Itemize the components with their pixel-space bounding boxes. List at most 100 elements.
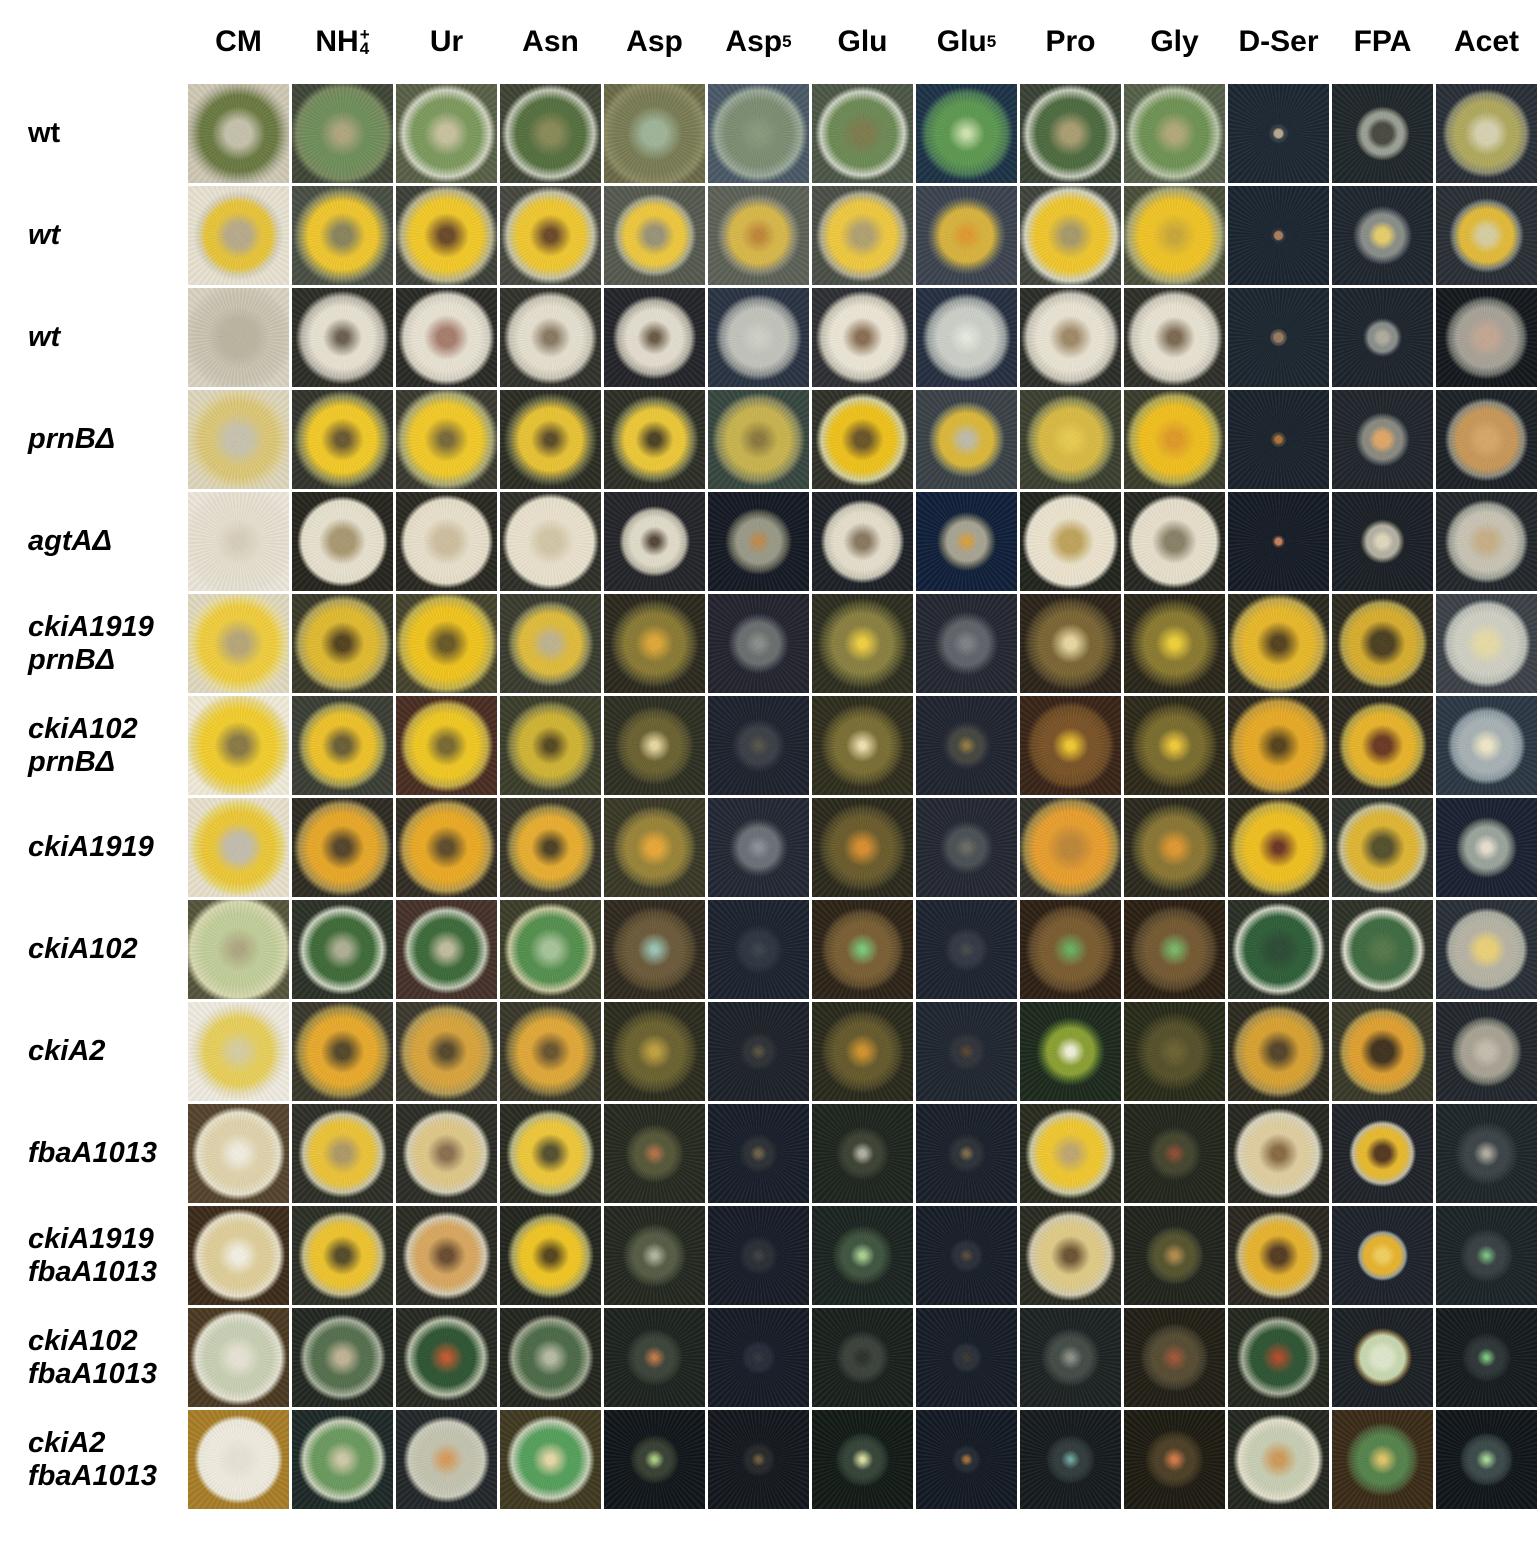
colony-cell-r2-c11 <box>1228 186 1329 285</box>
colony-cell-r1-c13 <box>1436 84 1537 183</box>
colony-cell-r6-c12 <box>1332 594 1433 693</box>
colony-cell-r10-c7 <box>812 1002 913 1101</box>
colony-cell-r3-c11 <box>1228 288 1329 387</box>
colony-cell-r4-c6 <box>708 390 809 489</box>
colony-cell-r5-c8 <box>916 492 1017 591</box>
row-label-wt: wt <box>28 219 61 252</box>
colony-cell-r14-c5 <box>604 1410 705 1509</box>
colony-cell-r1-c8 <box>916 84 1017 183</box>
row-label-agta-: agtAΔ <box>28 525 112 558</box>
colony-cell-r2-c1 <box>188 186 289 285</box>
colony-cell-r9-c9 <box>1020 900 1121 999</box>
column-header-asp-5: Asp 5 <box>725 25 792 58</box>
colony-cell-r7-c9 <box>1020 696 1121 795</box>
colony-cell-r13-c2 <box>292 1308 393 1407</box>
column-header-fpa: FPA <box>1353 25 1412 58</box>
column-header-nh-+: NH +4 <box>315 24 370 58</box>
colony-cell-r1-c4 <box>500 84 601 183</box>
column-header-asp: Asp <box>626 25 683 58</box>
colony-cell-r11-c13 <box>1436 1104 1537 1203</box>
row-label-wt: wt <box>28 321 61 354</box>
colony-cell-r5-c13 <box>1436 492 1537 591</box>
colony-cell-r9-c13 <box>1436 900 1537 999</box>
colony-cell-r4-c5 <box>604 390 705 489</box>
colony-cell-r13-c8 <box>916 1308 1017 1407</box>
colony-cell-r3-c2 <box>292 288 393 387</box>
colony-cell-r7-c10 <box>1124 696 1225 795</box>
column-header-glu-5: Glu 5 <box>936 25 997 58</box>
colony-cell-r6-c6 <box>708 594 809 693</box>
colony-cell-r6-c10 <box>1124 594 1225 693</box>
colony-cell-r3-c4 <box>500 288 601 387</box>
colony-cell-r5-c12 <box>1332 492 1433 591</box>
colony-cell-r12-c3 <box>396 1206 497 1305</box>
column-header-row: CM NH +4 Ur Asn Asp Asp 5 Glu Glu 5 Pro Gly D-Ser FPA A… <box>188 0 1540 84</box>
colony-cell-r6-c3 <box>396 594 497 693</box>
colony-cell-r6-c4 <box>500 594 601 693</box>
colony-cell-r13-c6 <box>708 1308 809 1407</box>
colony-cell-r8-c12 <box>1332 798 1433 897</box>
colony-cell-r5-c10 <box>1124 492 1225 591</box>
colony-cell-r11-c10 <box>1124 1104 1225 1203</box>
colony-cell-r9-c1 <box>188 900 289 999</box>
colony-cell-r13-c7 <box>812 1308 913 1407</box>
colony-cell-r2-c12 <box>1332 186 1433 285</box>
colony-cell-r3-c1 <box>188 288 289 387</box>
colony-cell-r7-c6 <box>708 696 809 795</box>
colony-cell-r14-c1 <box>188 1410 289 1509</box>
colony-cell-r7-c8 <box>916 696 1017 795</box>
colony-cell-r13-c11 <box>1228 1308 1329 1407</box>
colony-cell-r14-c7 <box>812 1410 913 1509</box>
colony-cell-r12-c6 <box>708 1206 809 1305</box>
colony-cell-r4-c11 <box>1228 390 1329 489</box>
colony-cell-r1-c5 <box>604 84 705 183</box>
colony-cell-r8-c1 <box>188 798 289 897</box>
colony-cell-r12-c1 <box>188 1206 289 1305</box>
row-label-ckia1919: ckiA1919 <box>28 831 154 864</box>
colony-cell-r2-c3 <box>396 186 497 285</box>
colony-cell-r11-c5 <box>604 1104 705 1203</box>
colony-cell-r1-c2 <box>292 84 393 183</box>
colony-cell-r13-c5 <box>604 1308 705 1407</box>
colony-cell-r12-c10 <box>1124 1206 1225 1305</box>
colony-cell-r6-c2 <box>292 594 393 693</box>
colony-cell-r11-c11 <box>1228 1104 1329 1203</box>
colony-cell-r6-c13 <box>1436 594 1537 693</box>
colony-cell-r10-c4 <box>500 1002 601 1101</box>
colony-cell-r8-c2 <box>292 798 393 897</box>
colony-cell-r1-c12 <box>1332 84 1433 183</box>
row-label-column: wt wt wt prnBΔ agtAΔ ckiA1919 prnBΔ ckiA102 prnB… <box>0 84 188 1509</box>
colony-cell-r6-c9 <box>1020 594 1121 693</box>
colony-cell-r7-c1 <box>188 696 289 795</box>
colony-cell-r12-c9 <box>1020 1206 1121 1305</box>
colony-cell-r2-c2 <box>292 186 393 285</box>
colony-cell-r14-c3 <box>396 1410 497 1509</box>
colony-cell-r4-c7 <box>812 390 913 489</box>
colony-cell-r4-c3 <box>396 390 497 489</box>
colony-cell-r8-c6 <box>708 798 809 897</box>
colony-cell-r9-c3 <box>396 900 497 999</box>
colony-cell-r2-c9 <box>1020 186 1121 285</box>
colony-cell-r12-c13 <box>1436 1206 1537 1305</box>
colony-cell-r2-c8 <box>916 186 1017 285</box>
colony-cell-r8-c3 <box>396 798 497 897</box>
colony-cell-r9-c10 <box>1124 900 1225 999</box>
colony-cell-r8-c11 <box>1228 798 1329 897</box>
colony-cell-r13-c13 <box>1436 1308 1537 1407</box>
row-label-ckia102-fbaa1013: ckiA102 fbaA1013 <box>28 1325 157 1390</box>
colony-cell-r1-c1 <box>188 84 289 183</box>
colony-cell-r12-c2 <box>292 1206 393 1305</box>
colony-cell-r13-c12 <box>1332 1308 1433 1407</box>
row-label-ckia1919-fbaa1013: ckiA1919 fbaA1013 <box>28 1223 157 1288</box>
colony-cell-r14-c10 <box>1124 1410 1225 1509</box>
colony-cell-r4-c9 <box>1020 390 1121 489</box>
colony-cell-r7-c13 <box>1436 696 1537 795</box>
colony-cell-r14-c9 <box>1020 1410 1121 1509</box>
colony-cell-r12-c7 <box>812 1206 913 1305</box>
colony-cell-r13-c1 <box>188 1308 289 1407</box>
colony-cell-r12-c8 <box>916 1206 1017 1305</box>
colony-cell-r12-c12 <box>1332 1206 1433 1305</box>
colony-cell-r2-c7 <box>812 186 913 285</box>
colony-cell-r5-c6 <box>708 492 809 591</box>
